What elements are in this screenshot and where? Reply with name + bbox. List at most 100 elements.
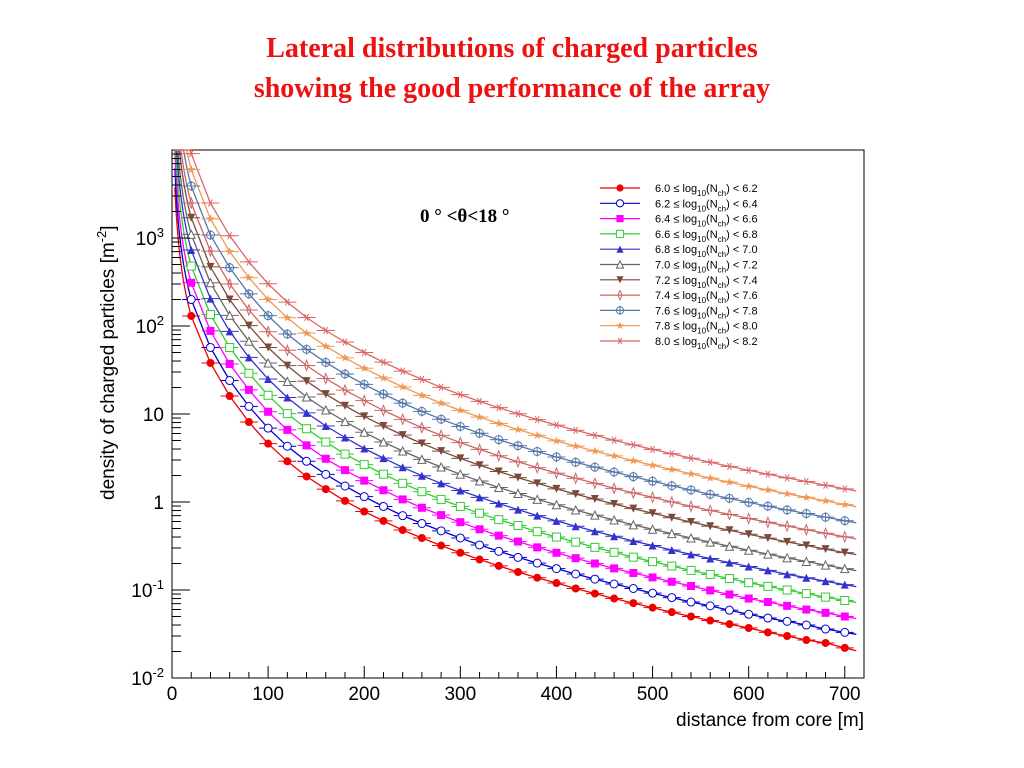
data-point xyxy=(571,584,580,593)
data-point xyxy=(534,461,540,474)
data-point xyxy=(494,546,504,556)
data-point xyxy=(802,541,811,550)
data-point xyxy=(686,597,696,607)
data-point xyxy=(724,541,735,551)
data-point xyxy=(744,578,754,588)
legend-label: 7.2 ≤ log10(Nch) < 7.4 xyxy=(655,275,758,290)
data-point xyxy=(205,310,215,320)
data-point xyxy=(304,359,310,372)
data-point xyxy=(840,627,850,637)
data-point xyxy=(302,328,311,337)
data-point xyxy=(417,503,426,512)
data-point xyxy=(419,421,425,434)
data-point xyxy=(225,295,234,304)
data-point xyxy=(725,462,734,471)
data-point xyxy=(802,636,811,645)
data-point xyxy=(629,537,638,546)
data-point xyxy=(573,471,579,485)
data-point xyxy=(417,375,426,384)
data-point xyxy=(615,229,625,239)
data-point xyxy=(187,278,196,287)
data-point xyxy=(667,450,676,458)
data-point xyxy=(283,361,292,370)
data-point xyxy=(706,616,715,625)
data-point xyxy=(686,532,696,543)
data-point xyxy=(590,509,600,520)
data-point xyxy=(706,458,715,466)
data-point xyxy=(571,426,580,435)
data-point xyxy=(648,541,657,550)
y-axis: 10-2 10-1 1 10 102 103 xyxy=(131,153,190,690)
data-point xyxy=(705,570,715,580)
legend-label: 6.8 ≤ log10(Nch) < 7.0 xyxy=(655,244,758,259)
data-point xyxy=(437,511,446,520)
data-point xyxy=(743,545,754,555)
data-point xyxy=(609,579,619,589)
data-point xyxy=(610,564,619,573)
data-point xyxy=(320,357,331,368)
data-point xyxy=(456,548,465,557)
zenith-angle-annotation: 0 ° <θ<18 ° xyxy=(420,206,510,227)
data-point xyxy=(763,566,772,575)
data-point xyxy=(187,213,196,222)
data-point xyxy=(821,481,830,489)
data-point xyxy=(744,481,753,490)
data-point xyxy=(842,530,848,544)
data-point xyxy=(437,383,446,392)
data-point xyxy=(302,472,311,481)
data-point xyxy=(590,431,599,440)
data-point xyxy=(282,376,293,387)
data-point xyxy=(282,329,293,340)
data-point xyxy=(611,481,617,495)
data-point xyxy=(187,246,196,255)
data-point xyxy=(705,473,715,482)
data-point xyxy=(802,573,811,582)
data-point xyxy=(206,294,215,303)
data-point xyxy=(744,530,753,539)
y-tick-label: 103 xyxy=(136,225,164,250)
data-point xyxy=(321,469,331,479)
data-point xyxy=(783,601,792,610)
data-point xyxy=(321,454,330,463)
data-point xyxy=(763,470,772,478)
x-tick-label: 0 xyxy=(167,684,178,705)
data-point xyxy=(667,465,677,474)
data-point xyxy=(783,537,792,546)
y-tick-label: 10-2 xyxy=(131,665,164,690)
data-point xyxy=(553,466,559,480)
data-point xyxy=(417,487,427,497)
data-point xyxy=(629,456,638,465)
legend-label: 7.8 ≤ log10(Nch) < 8.0 xyxy=(655,321,758,336)
data-point xyxy=(436,526,446,536)
y-tick-label: 102 xyxy=(136,313,164,338)
data-point xyxy=(321,326,330,335)
data-point xyxy=(244,385,253,394)
data-point xyxy=(821,608,830,617)
data-point xyxy=(301,391,312,402)
x-tick-label: 200 xyxy=(348,684,380,705)
data-point xyxy=(648,573,657,582)
data-point xyxy=(187,311,196,320)
data-point xyxy=(494,531,503,540)
data-point xyxy=(801,508,812,519)
data-point xyxy=(359,363,369,372)
data-point xyxy=(225,247,234,256)
x-tick-label: 600 xyxy=(733,684,765,705)
data-point xyxy=(494,419,504,428)
data-point xyxy=(840,595,850,605)
data-point xyxy=(725,526,734,535)
x-axis-label: distance from core [m] xyxy=(676,710,864,731)
data-point xyxy=(628,584,638,594)
data-point xyxy=(687,550,695,559)
data-point xyxy=(686,469,696,478)
data-point xyxy=(571,554,580,563)
data-point xyxy=(725,590,734,599)
data-point xyxy=(801,556,812,566)
data-point xyxy=(609,451,619,460)
data-point xyxy=(648,509,657,518)
data-point xyxy=(705,537,716,547)
data-point xyxy=(341,401,349,410)
data-point xyxy=(570,457,581,468)
data-point xyxy=(629,599,638,608)
data-point xyxy=(475,412,484,421)
